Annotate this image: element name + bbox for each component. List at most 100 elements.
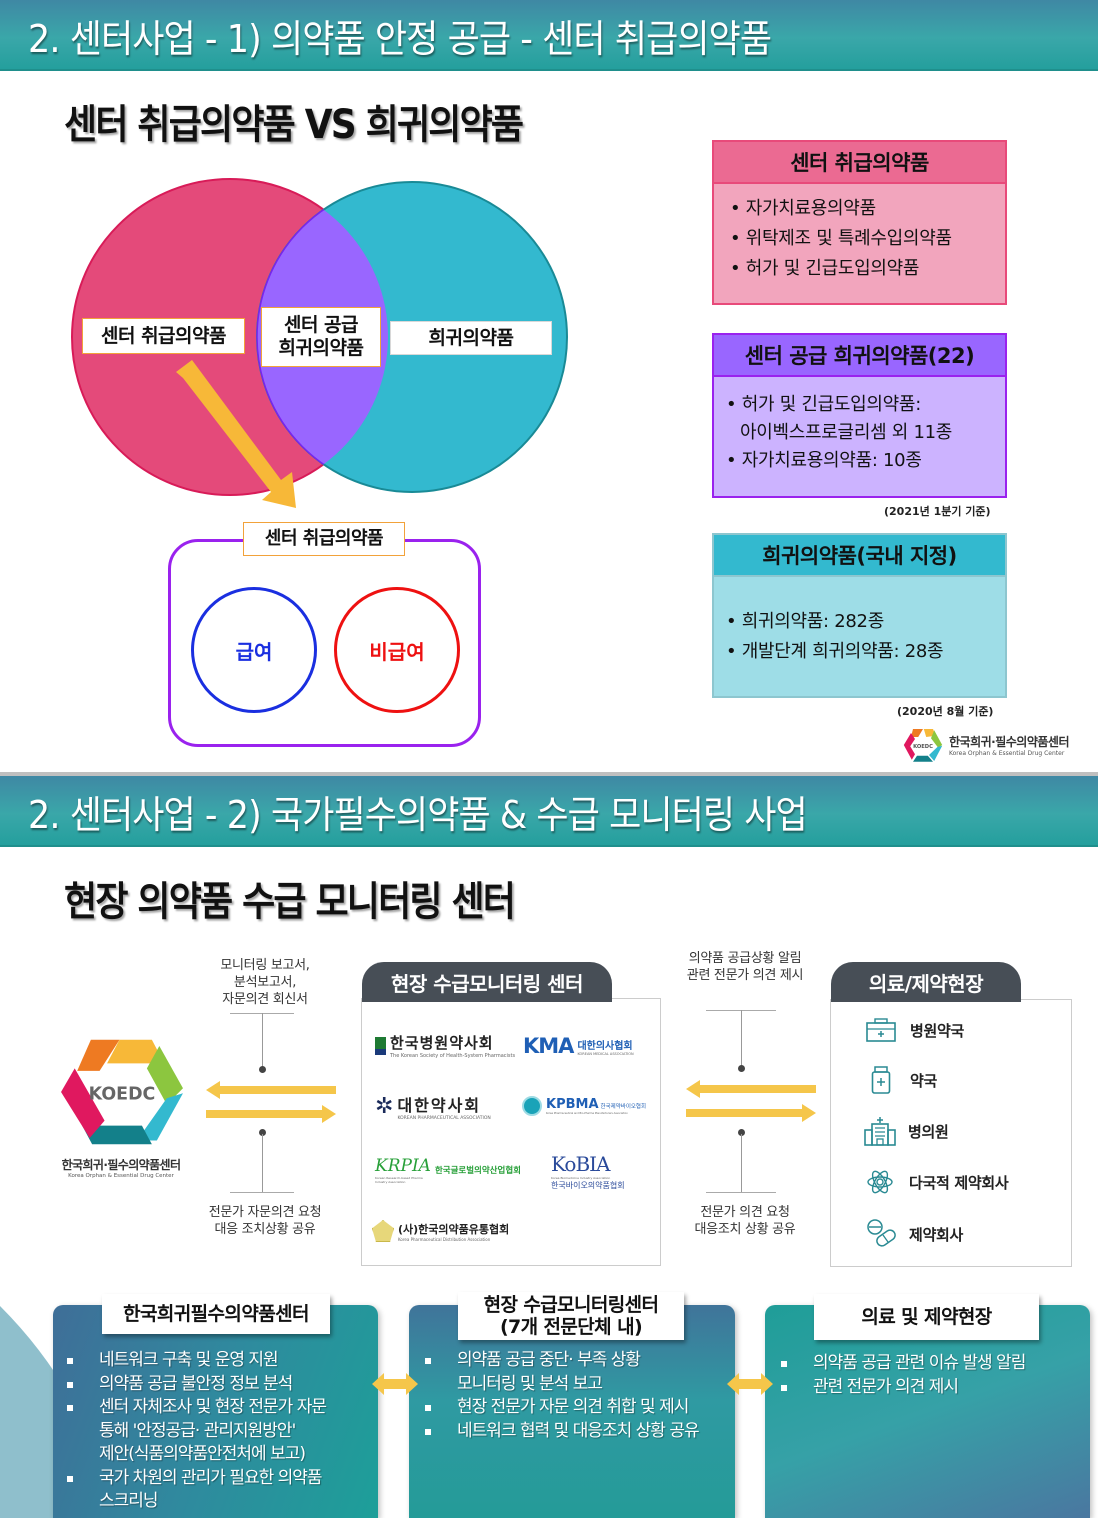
info-box-list: • 희귀의약품: 282종 • 개발단계 희귀의약품: 28종 xyxy=(714,577,1005,681)
connector-dot xyxy=(259,1129,266,1136)
slide-1: 2. 센터사업 - 1) 의약품 안정 공급 - 센터 취급의약품 센터 취급의… xyxy=(0,0,1098,763)
list-item: • 자가치료용의약품: 10종 xyxy=(726,450,922,471)
info-box-title: 희귀의약품(국내 지정) xyxy=(714,535,1005,577)
connector-line xyxy=(741,1134,742,1192)
connector-dot xyxy=(738,1129,745,1136)
logo-name-en: Korea Orphan & Essential Drug Center xyxy=(68,1173,174,1179)
site-item-multinational-pharma: 다국적 제약회사 xyxy=(866,1168,1009,1196)
venn-left-label: 센터 취급의약품 xyxy=(82,318,245,354)
svg-text:KOEDC: KOEDC xyxy=(89,1084,156,1104)
medical-kit-icon xyxy=(866,1018,896,1042)
double-arrow-icon xyxy=(727,1373,773,1395)
org-logo-kpda: (사)한국의약품유통협회 Korea Pharmaceutical Distri… xyxy=(372,1220,509,1242)
medical-site-panel: 병원약국 약국 병의원 xyxy=(830,999,1072,1267)
atom-icon xyxy=(867,1170,893,1194)
bidirectional-arrows-icon xyxy=(686,1080,816,1122)
list-item: 네트워크 구축 및 운영 지원 xyxy=(65,1349,326,1373)
slide-divider xyxy=(0,772,1098,776)
list-item: • 희귀의약품: 282종 xyxy=(726,611,884,632)
org-logo-krpia: KRPIA Korean Research-based Pharma Indus… xyxy=(375,1156,521,1184)
monitoring-center-panel xyxy=(361,998,661,1266)
covered-circle: 급여 xyxy=(191,587,317,713)
venn-center-label: 센터 공급 희귀의약품 xyxy=(261,307,381,367)
medicine-bottle-icon xyxy=(871,1066,891,1094)
koedc-logo: KOEDC 한국희귀·필수의약품센터 Korea Orphan & Essent… xyxy=(903,727,1070,763)
list-item: • 개발단계 희귀의약품: 28종 xyxy=(726,641,944,662)
card-medical-site: 의약품 공급 관련 이슈 발생 알림 관련 전문가 의견 제시 xyxy=(765,1305,1090,1518)
kshp-icon xyxy=(375,1036,386,1055)
double-arrow-icon xyxy=(372,1373,418,1395)
list-item: • 허가 및 긴급도입의약품: xyxy=(726,394,921,415)
list-item: 현장 전문가 자문 의견 취합 및 제시 xyxy=(423,1396,699,1420)
site-item-clinic: 병의원 xyxy=(864,1116,949,1146)
connector-line xyxy=(262,1013,263,1069)
koedc-hexagon-icon: KOEDC xyxy=(903,729,943,762)
logo-name-ko: 한국희귀·필수의약품센터 xyxy=(949,735,1070,749)
header-title: 2. 센터사업 - 1) 의약품 안정 공급 - 센터 취급의약품 xyxy=(28,17,772,61)
list-item: 센터 자체조사 및 현장 전문가 자문 xyxy=(65,1396,327,1420)
list-item-continued: 아이벡스프로글리셈 외 11종 xyxy=(740,422,953,443)
org-logo-kobia: KoBIA Korea Biomedicine Industry Associa… xyxy=(551,1152,625,1190)
card-title-koedc: 한국희귀필수의약품센터 xyxy=(102,1294,330,1334)
card-koedc: 네트워크 구축 및 운영 지원 의약품 공급 불안정 정보 분석 센터 자체조사… xyxy=(53,1305,378,1518)
list-item: 네트워크 협력 및 대응조치 상황 공유 xyxy=(423,1420,700,1444)
connector-line xyxy=(706,1192,776,1193)
svg-text:KOEDC: KOEDC xyxy=(913,744,933,750)
info-box-handled: 센터 취급의약품 • 자가치료용의약품 • 위탁제조 및 특례수입의약품 • 허… xyxy=(712,140,1007,305)
connector-line xyxy=(262,1134,263,1192)
kpda-emblem-icon xyxy=(372,1220,394,1242)
card-title-medical-site: 의료 및 제약현장 xyxy=(814,1294,1039,1340)
flow-right-bottom-caption: 전문가 의견 요청 대응조치 상황 공유 xyxy=(694,1205,796,1237)
org-logo-kpa: ✲ 대한약사회 KOREAN PHARMACEUTICAL ASSOCIATIO… xyxy=(375,1094,491,1121)
connector-line xyxy=(741,1010,742,1068)
slide-1-header: 2. 센터사업 - 1) 의약품 안정 공급 - 센터 취급의약품 xyxy=(0,0,1098,71)
logo-name-ko: 한국희귀·필수의약품센터 xyxy=(61,1158,181,1172)
connector-dot xyxy=(259,1066,266,1073)
list-item: • 자가치료용의약품 xyxy=(730,198,876,219)
list-item: 의약품 공급 관련 이슈 발생 알림 xyxy=(779,1352,1026,1376)
section-title: 현장 의약품 수급 모니터링 센터 xyxy=(64,879,516,925)
medical-site-tab: 의료/제약현장 xyxy=(831,962,1021,1002)
org-logo-kma: KMA 대한의사협회 KOREAN MEDICAL ASSOCIATION xyxy=(523,1034,634,1058)
hospital-building-icon xyxy=(864,1117,896,1146)
flow-right-top-caption: 의약품 공급상황 알림 관련 전문가 의견 제시 xyxy=(686,951,804,983)
koedc-logo-large: KOEDC 한국희귀·필수의약품센터 Korea Orphan & Essent… xyxy=(56,1036,186,1179)
list-item: 의약품 공급 중단· 부족 상황 xyxy=(423,1349,699,1373)
list-item: • 허가 및 긴급도입의약품 xyxy=(730,258,920,279)
monitoring-center-tab: 현장 수급모니터링 센터 xyxy=(362,962,612,1002)
non-covered-circle: 비급여 xyxy=(334,587,460,713)
info-box-title: 센터 취급의약품 xyxy=(714,142,1005,184)
card-list: 의약품 공급 중단· 부족 상황 모니터링 및 분석 보고 현장 전문가 자문 … xyxy=(423,1349,700,1444)
site-item-hospital-pharmacy: 병원약국 xyxy=(866,1018,964,1042)
info-box-orphan-domestic: 희귀의약품(국내 지정) • 희귀의약품: 282종 • 개발단계 희귀의약품:… xyxy=(712,533,1007,698)
list-item: 의약품 공급 불안정 정보 분석 xyxy=(65,1373,326,1397)
info-note: (2021년 1분기 기준) xyxy=(884,505,991,518)
connector-line xyxy=(230,1192,294,1193)
kpa-emblem-icon: ✲ xyxy=(375,1094,394,1119)
info-note: (2020년 8월 기준) xyxy=(897,705,994,718)
bidirectional-arrows-icon xyxy=(206,1081,336,1123)
venn-right-label: 희귀의약품 xyxy=(390,321,552,355)
org-logo-kpbma: KPBMA 한국제약바이오협회 Korea Pharmaceutical and… xyxy=(522,1096,646,1116)
info-box-list: • 자가치료용의약품 • 위탁제조 및 특례수입의약품 • 허가 및 긴급도입의… xyxy=(714,184,1005,298)
flow-left-bottom-caption: 전문가 자문의견 요청 대응 조치상황 공유 xyxy=(208,1205,322,1237)
flow-left-top-caption: 모니터링 보고서, 분석보고서, 자문의견 회신서 xyxy=(220,958,310,1007)
card-title-monitoring-center: 현장 수급모니터링센터 (7개 전문단체 내) xyxy=(458,1292,684,1340)
card-monitoring-center: 의약품 공급 중단· 부족 상황 모니터링 및 분석 보고 현장 전문가 자문 … xyxy=(409,1305,735,1518)
slide-2-header: 2. 센터사업 - 2) 국가필수의약품 & 수급 모니터링 사업 xyxy=(0,776,1098,847)
site-item-pharmacy: 약국 xyxy=(871,1066,937,1094)
header-title: 2. 센터사업 - 2) 국가필수의약품 & 수급 모니터링 사업 xyxy=(28,793,808,837)
list-item: 관련 전문가 의견 제시 xyxy=(779,1376,1025,1400)
kpbma-icon xyxy=(522,1096,542,1116)
org-logo-kshp: 한국병원약사회 The Korean Society of Health-Sys… xyxy=(375,1032,515,1059)
card-list: 네트워크 구축 및 운영 지원 의약품 공급 불안정 정보 분석 센터 자체조사… xyxy=(65,1349,327,1514)
site-item-pharma-company: 제약회사 xyxy=(866,1219,963,1249)
card-list: 의약품 공급 관련 이슈 발생 알림 관련 전문가 의견 제시 xyxy=(779,1352,1026,1400)
pill-capsule-icon xyxy=(867,1219,896,1247)
info-box-title: 센터 공급 희귀의약품(22) xyxy=(714,335,1005,377)
list-item: • 위탁제조 및 특례수입의약품 xyxy=(730,228,952,249)
handled-drugs-title: 센터 취급의약품 xyxy=(243,522,405,556)
koedc-hexagon-icon: KOEDC xyxy=(61,1039,183,1145)
list-item: 국가 차원의 관리가 필요한 의약품 xyxy=(65,1467,326,1491)
arrow-icon xyxy=(176,360,296,508)
